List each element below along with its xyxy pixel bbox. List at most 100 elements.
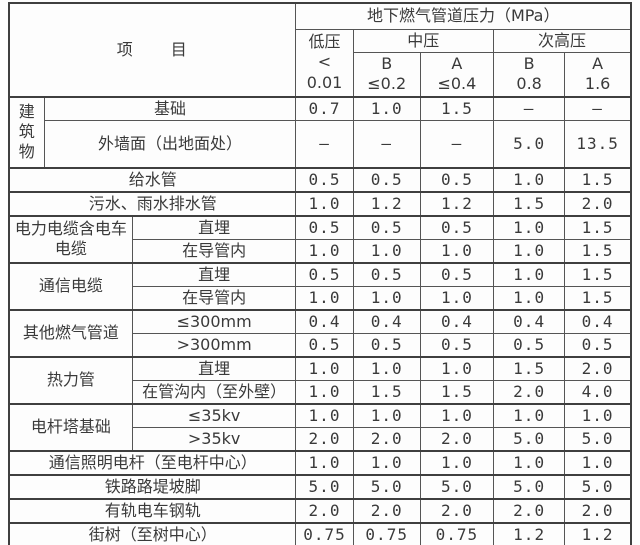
row-label: >300mm	[131, 332, 297, 358]
value-cell: —	[419, 120, 495, 169]
value-cell: 0.5	[295, 166, 354, 193]
mid-b-limit: ≤0.2	[367, 74, 407, 94]
value-cell: 1.0	[295, 355, 354, 381]
header-pressure-title: 地下燃气管道压力（MPa）	[295, 2, 632, 30]
value-cell: 0.75	[419, 521, 495, 545]
value-cell: 0.4	[352, 308, 421, 334]
value-cell: 2.0	[419, 497, 495, 524]
value-cell: 1.0	[419, 355, 495, 381]
table-row: 建筑物 基础 0.7 1.0 1.5 — —	[8, 96, 632, 169]
value-cell: 1.0	[295, 379, 354, 405]
value-cell: 0.4	[564, 308, 632, 334]
header-subhigh-pressure: 次高压	[493, 28, 632, 53]
low-pressure-value: 0.01	[306, 73, 343, 93]
table-row: 电力电缆含电车电缆 直埋 0.5 0.5 0.5 1.0 1.5	[8, 214, 632, 264]
header-mid-a: A ≤0.4	[419, 51, 495, 98]
value-cell: 1.0	[352, 402, 421, 428]
value-cell: 1.0	[419, 402, 495, 428]
value-cell: 5.0	[419, 473, 495, 500]
value-cell: 1.5	[419, 379, 495, 405]
row-label: 有轨电车钢轨	[8, 497, 297, 524]
table-row: >35kv 2.0 2.0 2.0 5.0 5.0	[9, 426, 632, 452]
header-low-pressure: 低压 < 0.01	[295, 28, 354, 98]
value-cell: 1.2	[493, 521, 566, 545]
value-cell: 2.0	[352, 426, 421, 452]
value-cell: 0.5	[419, 332, 495, 358]
table-row: 在导管内 1.0 1.0 1.0 1.0 1.5	[9, 238, 632, 264]
row-label: 在导管内	[131, 285, 297, 311]
header-subhigh-b: B 0.8	[493, 51, 566, 98]
row-category: 电力电缆含电车电缆	[8, 214, 133, 264]
value-cell: 2.0	[493, 497, 566, 524]
value-cell: 1.0	[493, 449, 566, 476]
table-row: 街树（至树中心） 0.75 0.75 0.75 1.2 1.2	[8, 521, 632, 545]
value-cell: 5.0	[493, 120, 566, 169]
value-cell: 2.0	[564, 355, 632, 381]
value-cell: —	[295, 120, 354, 169]
table-row: 污水、雨水排水管 1.0 1.2 1.2 1.5 2.0	[8, 190, 632, 217]
value-cell: 5.0	[564, 426, 632, 452]
pressure-clearance-table: 项 目 地下燃气管道压力（MPa） 低压 < 0.01 中压 次高压 B ≤0.…	[8, 2, 632, 545]
table-row: 其他燃气管道 ≤300mm 0.4 0.4 0.4 0.4 0.4	[8, 308, 632, 358]
value-cell: 1.5	[564, 261, 632, 287]
row-category: 通信电缆	[8, 261, 133, 311]
value-cell: 2.0	[564, 190, 632, 217]
value-cell: 1.5	[564, 285, 632, 311]
header-mid-b: B ≤0.2	[352, 51, 421, 98]
mid-a-grade: A	[451, 53, 463, 73]
row-label: 基础	[43, 96, 297, 122]
value-cell: 0.5	[295, 261, 354, 287]
low-pressure-operator: <	[317, 52, 332, 72]
value-cell: 0.5	[352, 332, 421, 358]
value-cell: 0.75	[352, 521, 421, 545]
table-row: 热力管 直埋 1.0 1.0 1.0 1.5 2.0	[8, 355, 632, 405]
value-cell: 1.0	[493, 261, 566, 287]
value-cell: 5.0	[352, 473, 421, 500]
subhigh-b-grade: B	[523, 53, 535, 73]
row-category: 建筑物	[8, 96, 45, 169]
value-cell: 1.0	[493, 166, 566, 193]
table-row: 铁路路堤坡脚 5.0 5.0 5.0 5.0 5.0	[8, 473, 632, 500]
row-label: 直埋	[131, 261, 297, 287]
subhigh-a-limit: 1.6	[584, 74, 611, 94]
value-cell: 1.5	[564, 238, 632, 264]
table-row: >300mm 0.5 0.5 0.5 0.5 0.5	[9, 332, 632, 358]
value-cell: 0.4	[419, 308, 495, 334]
value-cell: 0.7	[295, 96, 354, 122]
header-mid-pressure: 中压	[352, 28, 495, 53]
mid-a-limit: ≤0.4	[437, 74, 477, 94]
table-row: 有轨电车钢轨 2.0 2.0 2.0 2.0 2.0	[8, 497, 632, 524]
low-pressure-name: 低压	[308, 31, 341, 51]
value-cell: 1.0	[419, 449, 495, 476]
row-label: 在管沟内（至外壁）	[131, 379, 297, 405]
value-cell: 1.0	[419, 285, 495, 311]
value-cell: 1.0	[295, 238, 354, 264]
value-cell: 5.0	[564, 473, 632, 500]
value-cell: 0.5	[493, 332, 566, 358]
header-subhigh-a: A 1.6	[564, 51, 632, 98]
value-cell: 1.5	[419, 96, 495, 122]
table-row: 给水管 0.5 0.5 0.5 1.0 1.5	[8, 166, 632, 193]
value-cell: 1.0	[493, 214, 566, 240]
row-label: >35kv	[131, 426, 297, 452]
table-row: 电杆塔基础 ≤35kv 1.0 1.0 1.0 1.0 1.0	[8, 402, 632, 452]
value-cell: 1.0	[564, 449, 632, 476]
value-cell: 0.5	[419, 261, 495, 287]
value-cell: 0.5	[352, 214, 421, 240]
value-cell: 1.5	[564, 214, 632, 240]
row-label: 污水、雨水排水管	[8, 190, 297, 217]
value-cell: 1.0	[493, 238, 566, 264]
row-label: 通信照明电杆（至电杆中心）	[8, 449, 297, 476]
value-cell: 1.2	[352, 190, 421, 217]
table-row: 外墙面（出地面处） — — — 5.0 13.5	[9, 120, 632, 169]
value-cell: 0.4	[493, 308, 566, 334]
value-cell: —	[564, 96, 632, 122]
value-cell: 0.75	[295, 521, 354, 545]
value-cell: 1.0	[352, 96, 421, 122]
value-cell: 1.0	[564, 402, 632, 428]
row-label: ≤300mm	[131, 308, 297, 334]
value-cell: 2.0	[419, 426, 495, 452]
value-cell: 0.5	[352, 261, 421, 287]
value-cell: 4.0	[564, 379, 632, 405]
